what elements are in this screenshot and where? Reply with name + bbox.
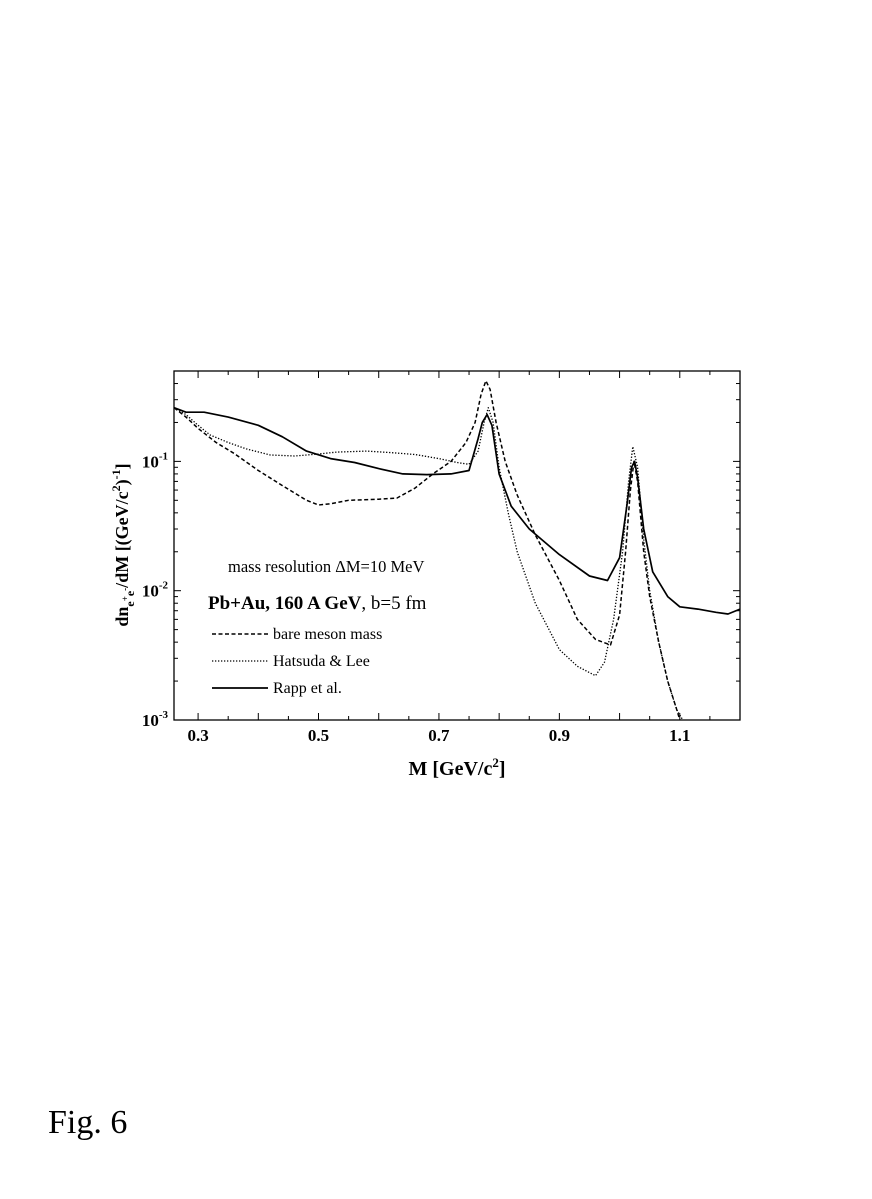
y-tick-label: 10-3 [142,709,169,730]
legend-label: Rapp et al. [273,680,342,697]
tick-labels: 0.3 0.5 0.7 0.9 1.1 10-3 10-2 10-1 [142,450,691,745]
series-line-bare-meson-mass [174,380,681,720]
plot-frame [173,370,741,721]
y-axis-label: dne+e-/dM [(GeV/c2)-1] [109,463,137,626]
legend: bare meson mass Hatsuda & Lee Rapp et al. [212,626,382,697]
x-tick-label: 0.9 [549,726,570,745]
series-line-hatsuda-lee [174,407,684,720]
x-tick-label: 0.3 [187,726,208,745]
series-lines [174,380,740,720]
axis-ticks [174,370,741,721]
annotation-system: Pb+Au, 160 A GeV, b=5 fm [208,593,427,614]
legend-label: bare meson mass [273,626,382,643]
annotation-resolution: mass resolution ΔM=10 MeV [228,557,424,576]
series-line-rapp-et-al [174,406,740,615]
figure-label: Fig. 6 [48,1104,128,1141]
y-tick-label: 10-2 [142,580,169,601]
x-tick-label: 0.7 [428,726,450,745]
y-tick-label: 10-1 [142,450,168,471]
legend-label: Hatsuda & Lee [273,653,370,670]
x-axis-label: M [GeV/c2] [408,755,505,780]
x-tick-label: 0.5 [308,726,329,745]
x-tick-label: 1.1 [669,726,690,745]
